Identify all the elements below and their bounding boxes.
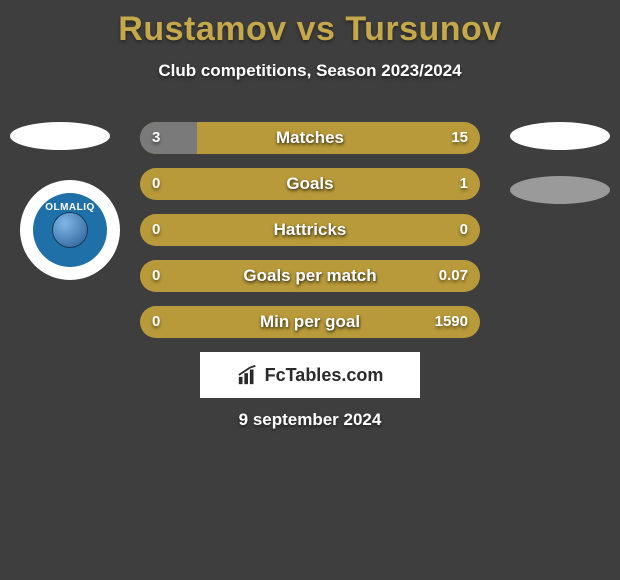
subtitle: Club competitions, Season 2023/2024 <box>0 61 620 81</box>
stat-row: 0Hattricks0 <box>140 214 480 246</box>
stat-row: 0Goals1 <box>140 168 480 200</box>
page-title: Rustamov vs Tursunov <box>0 0 620 49</box>
club-badge: OLMALIQ <box>20 180 120 300</box>
brand-text: FcTables.com <box>265 365 384 386</box>
stat-label: Goals per match <box>140 260 480 292</box>
stat-row: 0Min per goal1590 <box>140 306 480 338</box>
stat-row: 3Matches15 <box>140 122 480 154</box>
brand-chart-icon <box>237 364 259 386</box>
stat-label: Hattricks <box>140 214 480 246</box>
badge-outer-circle: OLMALIQ <box>20 180 120 280</box>
badge-text: OLMALIQ <box>45 203 95 213</box>
comparison-infographic: Rustamov vs Tursunov Club competitions, … <box>0 0 620 580</box>
player-right-avatar <box>510 122 610 150</box>
date-text: 9 september 2024 <box>0 410 620 430</box>
stat-label: Min per goal <box>140 306 480 338</box>
stat-value-right: 1590 <box>435 306 468 338</box>
stat-value-right: 0 <box>460 214 468 246</box>
stat-label: Goals <box>140 168 480 200</box>
stat-label: Matches <box>140 122 480 154</box>
stats-container: 3Matches150Goals10Hattricks00Goals per m… <box>140 122 480 352</box>
brand-box: FcTables.com <box>200 352 420 398</box>
stat-value-right: 1 <box>460 168 468 200</box>
badge-inner-circle: OLMALIQ <box>33 193 107 267</box>
player-right-club-avatar <box>510 176 610 204</box>
stat-value-right: 0.07 <box>439 260 468 292</box>
stat-value-right: 15 <box>451 122 468 154</box>
badge-globe-icon <box>52 212 88 248</box>
player-left-avatar <box>10 122 110 150</box>
stat-row: 0Goals per match0.07 <box>140 260 480 292</box>
